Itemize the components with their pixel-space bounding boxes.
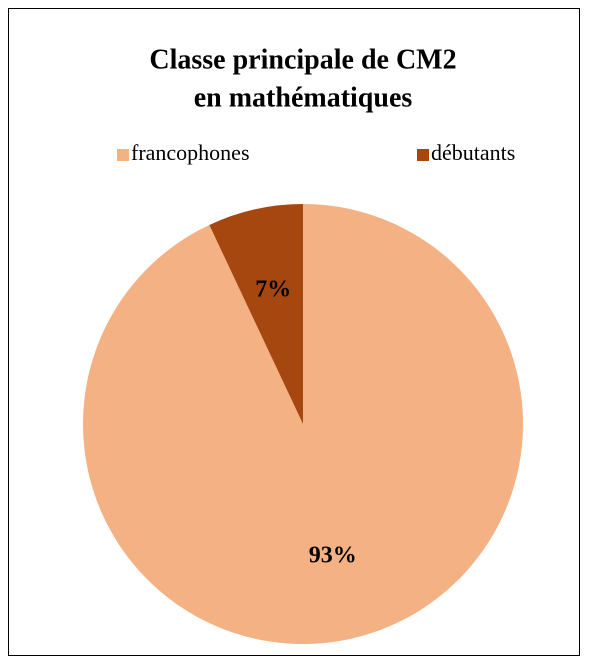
chart-title: en mathématiques	[194, 82, 413, 113]
legend-swatch	[417, 149, 429, 161]
pie-slice	[83, 204, 524, 645]
pie-slice	[209, 204, 303, 424]
legend-swatch	[117, 149, 129, 161]
value-label: 7%	[255, 276, 291, 302]
value-label: 93%	[309, 543, 357, 569]
chart-title: Classe principale de CM2	[149, 44, 456, 75]
legend-label: francophones	[131, 140, 250, 165]
legend-label: débutants	[431, 140, 515, 165]
